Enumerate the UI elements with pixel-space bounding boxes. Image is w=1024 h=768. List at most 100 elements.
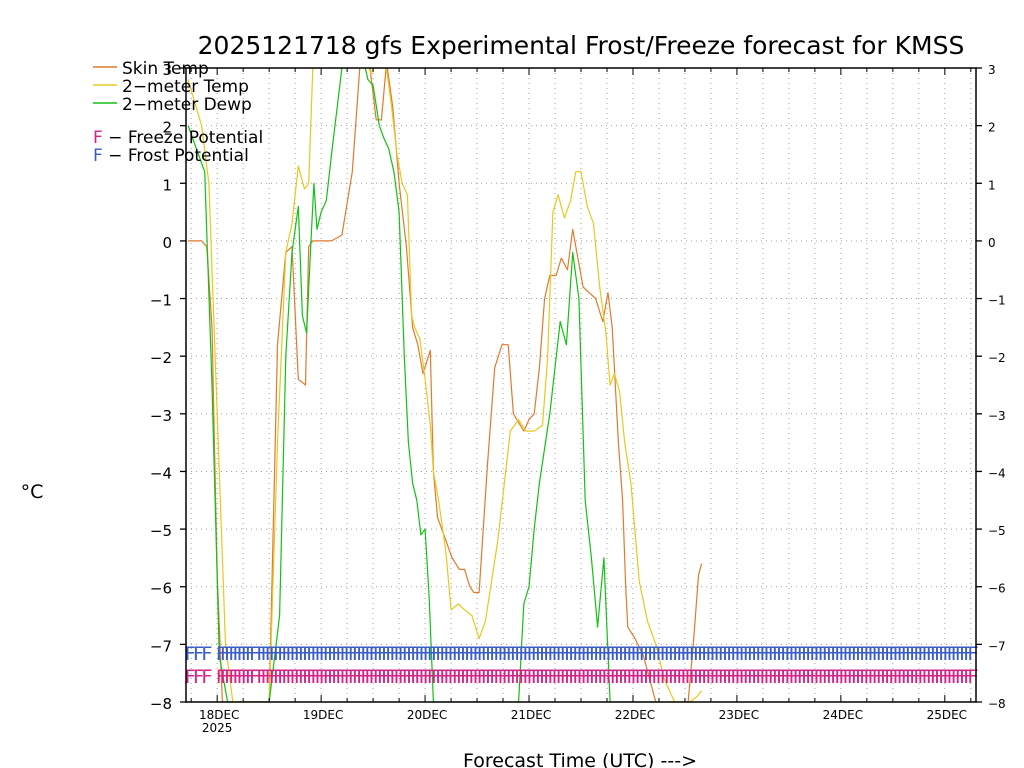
frost-potential-marker: F (269, 643, 280, 665)
frost-potential-marker: F (398, 643, 409, 665)
frost-potential-marker: F (751, 643, 762, 665)
freeze-potential-marker: F (360, 666, 371, 688)
legend-entry: 2−meter Dewp (122, 95, 252, 115)
frost-potential-marker: F (339, 643, 350, 665)
frost-potential-marker: F (743, 643, 754, 665)
frost-potential-marker: F (435, 643, 446, 665)
freeze-potential-marker: F (805, 666, 816, 688)
potential-markers: FFF FFFFFFFFFFFFFFFFFFFFFFFFFFFFFFFFFFFFF… (184, 643, 978, 688)
series-line-2-meter-dewp (187, 68, 654, 702)
frost-potential-marker: F (568, 643, 579, 665)
frost-potential-marker: F (934, 643, 945, 665)
frost-potential-marker: F (564, 643, 575, 665)
frost-potential-marker: F (485, 643, 496, 665)
frost-potential-marker: F (277, 643, 288, 665)
freeze-potential-marker: F (726, 666, 737, 688)
frost-potential-marker: F (216, 643, 227, 665)
freeze-potential-marker: F (193, 666, 204, 688)
freeze-potential-marker: F (373, 666, 384, 688)
freeze-potential-marker: F (639, 666, 650, 688)
freeze-potential-marker: F (651, 666, 662, 688)
freeze-potential-marker: F (260, 666, 271, 688)
freeze-potential-marker: F (659, 666, 670, 688)
frost-potential-marker: F (946, 643, 957, 665)
frost-potential-marker: F (493, 643, 504, 665)
x-tick-label: 25DEC (927, 708, 967, 722)
freeze-potential-marker: F (352, 666, 363, 688)
freeze-potential-marker: F (593, 666, 604, 688)
frost-potential-marker: F (734, 643, 745, 665)
freeze-potential-marker: F (826, 666, 837, 688)
freeze-potential-marker: F (751, 666, 762, 688)
frost-potential-marker: F (323, 643, 334, 665)
freeze-potential-marker: F (435, 666, 446, 688)
frost-potential-marker: F (614, 643, 625, 665)
x-tick-label: 18DEC (199, 708, 239, 722)
freeze-potential-marker: F (672, 666, 683, 688)
frost-potential-marker: F (888, 643, 899, 665)
frost-potential-marker: F (780, 643, 791, 665)
freeze-potential-marker: F (560, 666, 571, 688)
freeze-potential-marker: F (539, 666, 550, 688)
frost-potential-marker: F (668, 643, 679, 665)
freeze-potential-marker: F (926, 666, 937, 688)
freeze-potential-marker: F (955, 666, 966, 688)
frost-potential-marker: F (859, 643, 870, 665)
frost-potential-marker: F (245, 643, 256, 665)
y-tick-label-right: −3 (988, 409, 1006, 423)
frost-potential-marker: F (439, 643, 450, 665)
freeze-potential-marker: F (743, 666, 754, 688)
freeze-potential-marker: F (245, 666, 256, 688)
freeze-potential-marker: F (896, 666, 907, 688)
series-line-skin-temp (188, 68, 703, 702)
freeze-potential-marker: F (526, 666, 537, 688)
freeze-potential-marker: F (693, 666, 704, 688)
y-tick-label-left: −7 (150, 637, 172, 655)
freeze-potential-marker: F (306, 666, 317, 688)
frost-potential-marker: F (514, 643, 525, 665)
freeze-potential-marker: F (714, 666, 725, 688)
frost-potential-marker: F (522, 643, 533, 665)
frost-potential-marker: F (784, 643, 795, 665)
frost-potential-marker: F (273, 643, 284, 665)
frost-potential-marker: F (572, 643, 583, 665)
frost-potential-marker: F (460, 643, 471, 665)
freeze-potential-marker: F (439, 666, 450, 688)
freeze-potential-marker: F (817, 666, 828, 688)
freeze-potential-marker: F (551, 666, 562, 688)
freeze-potential-marker: F (543, 666, 554, 688)
freeze-potential-marker: F (747, 666, 758, 688)
freeze-potential-marker: F (497, 666, 508, 688)
frost-potential-marker: F (452, 643, 463, 665)
frost-potential-marker: F (772, 643, 783, 665)
frost-potential-marker: F (951, 643, 962, 665)
frost-potential-marker: F (302, 643, 313, 665)
freeze-potential-marker: F (456, 666, 467, 688)
freeze-potential-marker: F (801, 666, 812, 688)
frost-potential-marker: F (327, 643, 338, 665)
frost-potential-marker: F (884, 643, 895, 665)
freeze-potential-marker: F (859, 666, 870, 688)
frost-potential-marker: F (601, 643, 612, 665)
frost-potential-marker: F (697, 643, 708, 665)
frost-potential-marker: F (822, 643, 833, 665)
freeze-potential-marker: F (314, 666, 325, 688)
frost-potential-marker: F (643, 643, 654, 665)
freeze-potential-marker: F (647, 666, 658, 688)
frost-potential-marker: F (456, 643, 467, 665)
freeze-potential-marker: F (414, 666, 425, 688)
x-tick-sublabel: 2025 (202, 721, 233, 735)
frost-potential-marker: F (676, 643, 687, 665)
frost-potential-marker: F (593, 643, 604, 665)
freeze-potential-marker: F (738, 666, 749, 688)
frost-potential-marker: F (393, 643, 404, 665)
freeze-potential-marker: F (913, 666, 924, 688)
freeze-potential-marker: F (269, 666, 280, 688)
frost-potential-marker: F (447, 643, 458, 665)
freeze-potential-marker: F (763, 666, 774, 688)
freeze-potential-marker: F (842, 666, 853, 688)
freeze-potential-marker: F (676, 666, 687, 688)
frost-potential-marker: F (377, 643, 388, 665)
y-tick-label-left: 1 (162, 176, 172, 194)
x-tick-label: 21DEC (511, 708, 551, 722)
